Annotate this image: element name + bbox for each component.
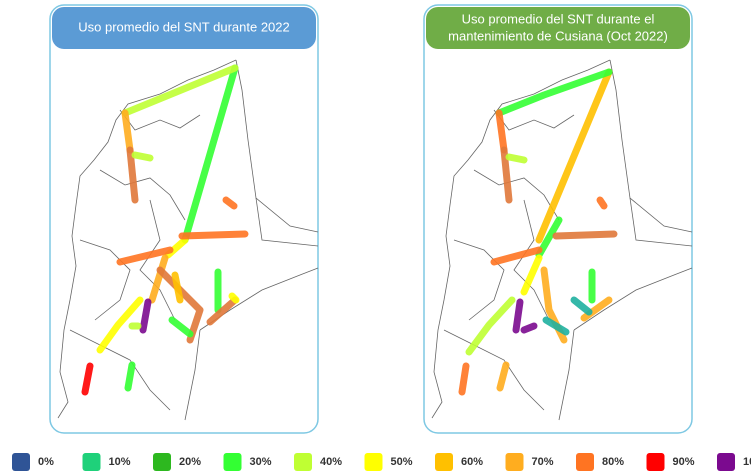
legend-label: 80%	[602, 456, 624, 468]
legend-swatch	[82, 453, 101, 471]
panel-title: Uso promedio del SNT durante 2022	[78, 19, 290, 34]
legend-label: 40%	[320, 456, 342, 468]
pipelines	[458, 68, 618, 396]
legend-label: 70%	[532, 456, 554, 468]
legend-label: 30%	[250, 456, 272, 468]
legend: 0% 10% 20% 30% 40% 50% 60% 70% 80% 90% 100%	[12, 453, 751, 471]
legend-label: 10%	[109, 456, 131, 468]
legend-swatch	[294, 453, 312, 471]
panel-header	[52, 7, 316, 49]
legend-swatch	[223, 453, 242, 471]
legend-label: 90%	[673, 456, 695, 468]
pipelines	[81, 64, 249, 396]
legend-label: 20%	[179, 456, 201, 468]
legend-swatch	[435, 453, 453, 471]
legend-swatch	[153, 453, 171, 471]
legend-label: 100%	[743, 456, 751, 468]
legend-label: 0%	[38, 456, 54, 468]
legend-swatch	[364, 453, 383, 471]
legend-swatch	[505, 453, 524, 471]
panel-header	[426, 7, 690, 49]
legend-swatch	[646, 453, 665, 471]
legend-swatch	[717, 453, 735, 471]
panel-title: mantenimiento de Cusiana (Oct 2022)	[448, 28, 668, 43]
legend-swatch	[576, 453, 594, 471]
legend-label: 50%	[391, 456, 413, 468]
panel-title: Uso promedio del SNT durante el	[462, 11, 655, 26]
legend-label: 60%	[461, 456, 483, 468]
legend-swatch	[12, 453, 30, 471]
